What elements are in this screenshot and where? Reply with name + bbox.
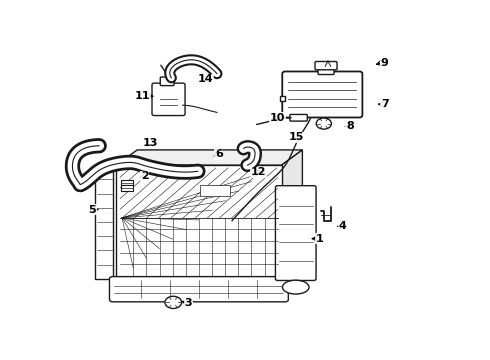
Text: 12: 12 (251, 167, 267, 177)
Text: 11: 11 (135, 91, 150, 101)
Text: 3: 3 (185, 298, 192, 308)
FancyBboxPatch shape (275, 186, 316, 280)
Text: 5: 5 (89, 204, 96, 215)
FancyBboxPatch shape (160, 77, 174, 86)
Circle shape (165, 296, 182, 309)
FancyBboxPatch shape (318, 68, 334, 75)
Text: 13: 13 (143, 138, 158, 148)
Polygon shape (116, 150, 302, 165)
Bar (96, 165, 113, 279)
FancyBboxPatch shape (109, 276, 288, 302)
Text: 6: 6 (215, 149, 223, 159)
Bar (121, 185, 133, 191)
FancyBboxPatch shape (282, 72, 363, 117)
FancyBboxPatch shape (290, 114, 307, 121)
Text: 9: 9 (380, 58, 388, 68)
Bar (121, 180, 133, 185)
Bar (280, 96, 285, 102)
Text: 8: 8 (346, 121, 354, 131)
FancyBboxPatch shape (152, 83, 185, 116)
Polygon shape (116, 165, 281, 279)
Text: 1: 1 (316, 234, 323, 244)
Text: 2: 2 (141, 171, 148, 181)
Ellipse shape (282, 280, 309, 294)
Text: 10: 10 (270, 113, 285, 123)
Bar (200, 185, 230, 196)
FancyBboxPatch shape (315, 62, 337, 70)
Text: 14: 14 (198, 74, 213, 84)
Polygon shape (281, 150, 302, 279)
Text: 15: 15 (288, 132, 304, 143)
Text: 7: 7 (381, 99, 389, 109)
Circle shape (316, 118, 331, 129)
Text: 4: 4 (338, 221, 346, 231)
